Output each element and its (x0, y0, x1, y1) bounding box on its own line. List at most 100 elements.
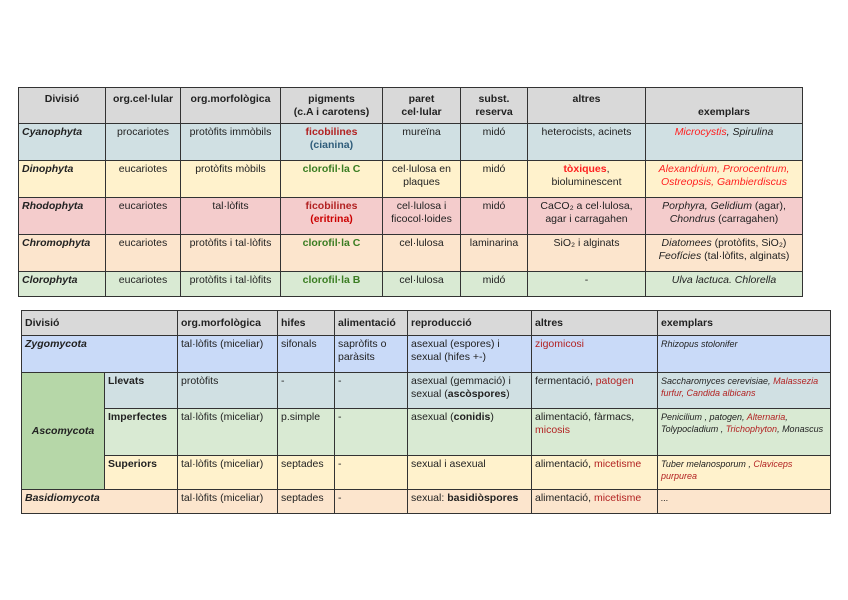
cell-text: cel·lulosa (399, 237, 444, 249)
cell-text: Tuber melanosporum (661, 459, 746, 469)
cell-text: Diatomees (661, 237, 712, 249)
column-header: reproducció (407, 310, 532, 336)
column-header: hifes (277, 310, 335, 336)
table-cell: procariotes (105, 123, 181, 161)
cell-text: exemplars (698, 106, 750, 118)
column-header: pigments (c.A i carotens) (280, 87, 383, 124)
table-cell: midó (460, 160, 528, 198)
cell-text: clorofil·la B (302, 274, 361, 286)
cell-text: , (606, 163, 610, 175)
table-row: Clorophyta eucariotes protòfits i tal·lòfi… (18, 271, 803, 297)
table-row: Imperfectes tal·lòfits (miceliar) p.simple… (21, 408, 831, 456)
cell-text: mureïna (402, 126, 441, 138)
cell-text: Ascomycota (31, 424, 95, 437)
cell-text: eucariotes (118, 163, 168, 175)
table-cell: clorofil·la C (280, 234, 383, 272)
table-cell: asexual (espores) i sexual (hifes +-) (407, 335, 532, 373)
cell-text: (carragahen) (715, 213, 779, 225)
table-cell: cel·lulosa en plaques (382, 160, 461, 198)
cell-text: SiO₂ i alginats (553, 237, 620, 249)
cell-text: tòxiques (563, 163, 607, 175)
subgroup-name-cell: Imperfectes (104, 408, 178, 456)
subgroup-name-cell: Superiors (104, 455, 178, 490)
cell-text: reserva (475, 106, 513, 118)
cell-text: Imperfectes (108, 411, 167, 423)
cell-text: , (745, 459, 754, 469)
cell-text: protòfits immòbils (189, 126, 272, 138)
table-cell: asexual (conidis) (407, 408, 532, 456)
cell-text: org.morfològica (190, 93, 271, 105)
cell-text: altres (572, 93, 601, 105)
examples-cell: Tuber melanosporum , Claviceps purpurea (657, 455, 831, 490)
table-cell: midó (460, 197, 528, 235)
cell-text: , (768, 376, 774, 386)
table-cell: tal·lòfits (miceliar) (177, 455, 278, 490)
cell-text: procariotes (117, 126, 169, 138)
table-cell: - (334, 489, 408, 514)
cell-text: midó (482, 200, 506, 212)
table-cell: tal·lòfits (miceliar) (177, 408, 278, 456)
cell-text: (protòfits, SiO₂) (711, 237, 787, 249)
table-cell: midó (460, 271, 528, 297)
table-cell: alimentació, fàrmacs, micosis (531, 408, 658, 456)
cell-text: protòfits i tal·lòfits (189, 237, 272, 249)
table-cell: eucariotes (105, 234, 181, 272)
column-header: Divisió (18, 87, 106, 124)
cell-text: (tal·lòfits, alginats) (701, 250, 790, 262)
cell-text: heterocists, acinets (541, 126, 632, 138)
cell-text: Cyanophyta (22, 126, 83, 138)
table-cell: CaCO₂ a cel·lulosa, agar i carragahen (527, 197, 646, 235)
cell-text: midó (482, 163, 506, 175)
table-cell: Alexandrium, Prorocentrum, Ostreopsis, G… (645, 160, 803, 198)
cell-text: Clorophyta (22, 274, 78, 286)
table-cell: clorofil·la B (280, 271, 383, 297)
table-cell: sexual i asexual (407, 455, 532, 490)
cell-text: , Tolypocladium , (661, 412, 788, 434)
subgroup-name-cell: Llevats (104, 372, 178, 409)
cell-text: sapròfits o paràsits (338, 338, 387, 363)
table-cell: sifonals (277, 335, 335, 373)
column-header: subst. reserva (460, 87, 528, 124)
table-cell: Diatomees (protòfits, SiO₂) Feofícies (ta… (645, 234, 803, 272)
cell-text: - (338, 411, 342, 423)
table-cell: - (334, 455, 408, 490)
cell-text: sexual: (411, 492, 448, 504)
cell-text: cel·lular (401, 106, 442, 118)
table-cell: mureïna (382, 123, 461, 161)
cell-text: cel·lulosa en plaques (392, 163, 451, 188)
table-cell: alimentació, micetisme (531, 489, 658, 514)
cell-text: ) (506, 388, 510, 400)
cell-text: ) (490, 411, 494, 423)
table-cell: protòfits (177, 372, 278, 409)
table-cell: - (334, 408, 408, 456)
cell-text: clorofil·la C (302, 237, 361, 249)
cell-text: p.simple (281, 411, 321, 423)
table-cell: zigomicosi (531, 335, 658, 373)
cell-text: sifonals (281, 338, 317, 350)
cell-text: basidiòspores (447, 492, 519, 504)
column-header: altres (531, 310, 658, 336)
table-cell: - (527, 271, 646, 297)
cell-text: tal·lòfits (miceliar) (181, 338, 264, 350)
cell-text: septades (281, 458, 324, 470)
table-row: Rhodophyta eucariotes tal·lòfits ficobiline… (18, 197, 803, 235)
cell-text: septades (281, 492, 324, 504)
division-name-cell: Cyanophyta (18, 123, 106, 161)
table-cell: cel·lulosa i ficocol·loides (382, 197, 461, 235)
examples-cell: Penicilium , patogen, Alternaria, Tolypo… (657, 408, 831, 456)
column-header: alimentació (334, 310, 408, 336)
cell-text: (cianina) (309, 139, 354, 151)
cell-text: bioluminescent (551, 176, 622, 188)
cell-text: - (584, 274, 589, 286)
column-header: Divisió (21, 310, 178, 336)
table-row: Zygomycota tal·lòfits (miceliar) sifonals s… (21, 335, 831, 373)
column-header: altres (527, 87, 646, 124)
division-name-cell: Chromophyta (18, 234, 106, 272)
cell-text: alimentació, (535, 492, 594, 504)
cell-text: zigomicosi (535, 338, 585, 350)
cell-text: tal·lòfits (miceliar) (181, 458, 264, 470)
column-header: exemplars (657, 310, 831, 336)
cell-text: clorofil·la C (302, 163, 361, 175)
cell-text: altres (535, 316, 564, 329)
column-header: org.morfològica (177, 310, 278, 336)
